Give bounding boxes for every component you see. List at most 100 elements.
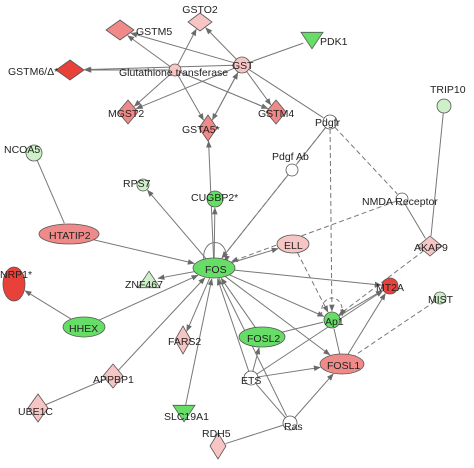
node-fars2-label: FARS2 [168, 336, 201, 348]
node-trip10[interactable]: TRIP10 [430, 84, 466, 114]
node-fosl1-shape [319, 353, 365, 375]
edge-pdgfab-fos [221, 174, 289, 259]
node-mgst2[interactable]: MGST2 [108, 99, 144, 125]
node-cugbp2[interactable]: CUGBP2* [191, 190, 238, 208]
node-gst[interactable]: GST [232, 56, 254, 74]
node-gsta5-label: GSTA5* [182, 124, 220, 136]
edge-glut-gstm5 [127, 35, 171, 67]
node-gstm6-label: GSTM6/Δ* [8, 66, 58, 78]
edge-hhex-nrp1 [24, 290, 72, 320]
node-fars2[interactable]: FARS2 [168, 325, 201, 355]
node-znf467[interactable]: ZNF467 [125, 270, 163, 291]
edge-ets-fosl1 [257, 365, 321, 378]
node-akap9[interactable]: AKAP9 [414, 235, 448, 257]
node-hhex[interactable]: HHEX [62, 316, 106, 338]
edge-fosl1-ap1 [333, 328, 341, 355]
node-gsto2-label: GSTO2 [182, 4, 218, 16]
node-fos-shape [192, 257, 236, 279]
node-pdk1[interactable]: PDK1 [300, 31, 348, 50]
node-pdgfr-shape [322, 114, 338, 130]
node-pdgfab-label: Pdgf Ab [272, 151, 309, 163]
edge-nmda-akap9 [404, 203, 426, 239]
node-nmda[interactable]: NMDA Receptor [362, 192, 438, 208]
edge-hhex-fos [98, 274, 199, 321]
node-gstm5[interactable]: GSTM5 [105, 19, 172, 41]
node-ap1[interactable]: Ap1 [323, 311, 344, 329]
edge-fosl1-mt2a [347, 293, 386, 355]
edge-fos-ras [218, 277, 287, 417]
node-gstm5-shape [105, 19, 135, 41]
node-nmda-label: NMDA Receptor [362, 196, 438, 208]
node-pdgfr[interactable]: Pdgfr [315, 114, 341, 130]
edge-fos-cugbp2 [211, 207, 218, 259]
node-ncoa5[interactable]: NCOA5 [4, 144, 43, 162]
node-rdh5[interactable]: RDH5 [202, 428, 231, 460]
node-nrp1[interactable]: NRP1* [0, 266, 32, 302]
node-appbp1[interactable]: APPBP1 [93, 363, 134, 389]
node-nrp1-label: NRP1* [0, 269, 32, 281]
node-gstm4-label: GSTM4 [258, 108, 294, 120]
node-ras[interactable]: Ras [282, 415, 303, 433]
node-ets-label: ETS [241, 375, 261, 387]
edge-ap1-mt2a [338, 290, 383, 317]
node-cugbp2-label: CUGBP2* [191, 192, 238, 204]
node-slc19a1[interactable]: SLC19A1 [164, 404, 209, 423]
self-loops [203, 242, 346, 317]
ap1-self-loop [321, 297, 346, 317]
node-pdk1-label: PDK1 [320, 36, 348, 48]
edge-fosl2-ap1 [281, 321, 324, 333]
node-fosl2[interactable]: FOSL2 [238, 326, 286, 348]
node-hhex-shape [62, 316, 106, 338]
node-hhex-label: HHEX [69, 323, 98, 335]
edges-layer [24, 27, 444, 445]
edge-ell-ap1 [296, 252, 329, 313]
node-trip10-label: TRIP10 [430, 84, 466, 96]
node-nmda-shape [395, 192, 409, 206]
edge-glut-mgst2 [133, 73, 171, 107]
node-mist[interactable]: MIST [428, 291, 454, 306]
node-gsto2-shape [187, 12, 213, 32]
node-gsto2[interactable]: GSTO2 [182, 4, 218, 32]
edge-mist-fosl1 [354, 300, 436, 356]
node-ell-shape [276, 234, 310, 254]
edge-fos-ell [231, 247, 279, 264]
node-rps7[interactable]: RPS7 [123, 178, 151, 192]
node-ube1c[interactable]: UBE1C [18, 393, 53, 423]
node-mt2a[interactable]: MT2A [376, 277, 404, 295]
node-ets[interactable]: ETS [241, 370, 261, 387]
node-pdgfab-shape [285, 163, 299, 177]
node-slc19a1-shape [172, 404, 196, 423]
node-mgst2-shape [117, 99, 139, 125]
node-rdh5-shape [209, 432, 227, 460]
node-gst-label: GST [232, 60, 254, 72]
node-pdgfr-label: Pdgfr [315, 117, 341, 129]
node-ell[interactable]: ELL [276, 234, 310, 254]
edge-fos-mt2a [234, 269, 382, 288]
node-fos[interactable]: FOS [192, 257, 236, 279]
node-gstm4[interactable]: GSTM4 [258, 99, 294, 125]
edge-gst-pdk1 [249, 42, 304, 63]
edge-ncoa5-htatip2 [36, 160, 65, 224]
node-ap1-label: Ap1 [325, 316, 344, 328]
node-htatip2[interactable]: HTATIP2 [38, 223, 100, 245]
node-glut[interactable]: Glutathione transferase [119, 63, 228, 79]
node-fosl1[interactable]: FOSL1 [319, 353, 365, 375]
node-appbp1-label: APPBP1 [93, 374, 134, 386]
edge-nmda-fos [230, 200, 397, 263]
node-fos-label: FOS [205, 264, 227, 276]
node-gsta5[interactable]: GSTA5* [182, 114, 220, 142]
node-fosl2-label: FOSL2 [247, 333, 280, 345]
node-gstm6[interactable]: GSTM6/Δ* [8, 59, 85, 81]
edge-ras-fosl1 [294, 373, 334, 419]
edge-pdgfr-nmda [334, 126, 398, 195]
edge-gst-pdgfr [248, 68, 324, 119]
node-fosl2-shape [238, 326, 286, 348]
node-pdk1-shape [300, 31, 324, 50]
node-rps7-label: RPS7 [123, 178, 151, 190]
edge-ube1c-appbp1 [45, 379, 105, 406]
node-slc19a1-label: SLC19A1 [164, 411, 209, 423]
edge-pdgfr-ap1 [329, 128, 335, 312]
node-pdgfab[interactable]: Pdgf Ab [272, 151, 309, 177]
edge-ets-mt2a [256, 290, 384, 375]
edge-trip10-akap9 [430, 112, 444, 236]
